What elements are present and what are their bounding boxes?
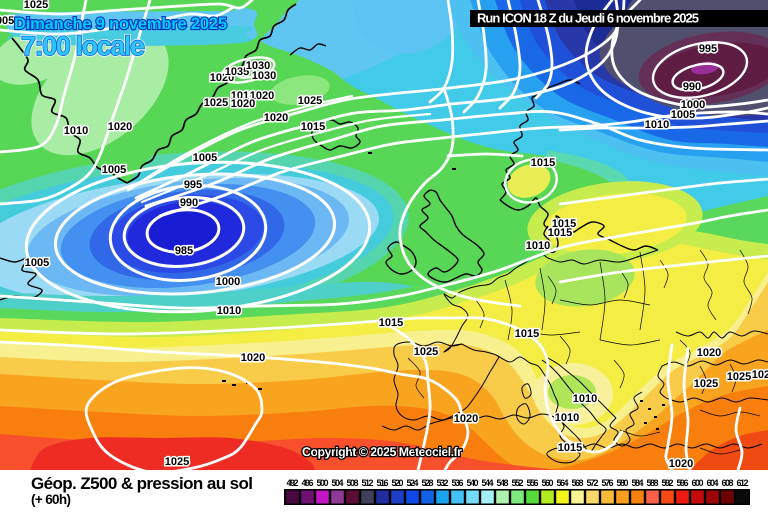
svg-text:1020: 1020 [454, 413, 478, 425]
svg-text:1025: 1025 [694, 378, 718, 390]
svg-text:600: 600 [692, 478, 704, 488]
svg-text:548: 548 [497, 478, 509, 488]
svg-text:540: 540 [467, 478, 479, 488]
svg-text:985: 985 [175, 245, 193, 257]
svg-text:1025: 1025 [298, 95, 322, 107]
svg-text:496: 496 [302, 478, 314, 488]
svg-text:1020: 1020 [250, 90, 274, 102]
svg-text:608: 608 [722, 478, 734, 488]
svg-text:1010: 1010 [217, 305, 241, 317]
svg-text:500: 500 [317, 478, 329, 488]
svg-text:990: 990 [180, 197, 198, 209]
svg-text:995: 995 [184, 179, 202, 191]
svg-text:Dimanche 9 novembre 2025: Dimanche 9 novembre 2025 [14, 15, 227, 33]
svg-text:Run ICON 18 Z du Jeudi 6 novem: Run ICON 18 Z du Jeudi 6 novembre 2025 [477, 11, 699, 26]
svg-text:1020: 1020 [241, 352, 265, 364]
svg-text:1025: 1025 [204, 97, 228, 109]
svg-text:1010: 1010 [526, 240, 550, 252]
svg-text:584: 584 [632, 478, 644, 488]
svg-text:532: 532 [437, 478, 449, 488]
svg-text:1000: 1000 [216, 276, 240, 288]
svg-text:1010: 1010 [555, 412, 579, 424]
svg-text:576: 576 [602, 478, 614, 488]
svg-text:1005: 1005 [102, 164, 126, 176]
svg-text:512: 512 [362, 478, 374, 488]
svg-text:1025: 1025 [727, 371, 751, 383]
svg-text:560: 560 [542, 478, 554, 488]
svg-text:1020: 1020 [669, 458, 693, 470]
svg-text:544: 544 [482, 478, 494, 488]
svg-text:1030: 1030 [252, 70, 276, 82]
svg-text:1025: 1025 [414, 346, 438, 358]
svg-text:596: 596 [677, 478, 689, 488]
svg-text:Géop. Z500 & pression au sol: Géop. Z500 & pression au sol [31, 474, 253, 493]
svg-text:1005: 1005 [193, 152, 217, 164]
svg-text:1020: 1020 [697, 347, 721, 359]
svg-text:592: 592 [662, 478, 674, 488]
svg-text:1015: 1015 [515, 328, 539, 340]
svg-text:564: 564 [557, 478, 569, 488]
svg-text:604: 604 [707, 478, 719, 488]
svg-text:7:00 locale: 7:00 locale [21, 31, 145, 61]
svg-text:504: 504 [332, 478, 344, 488]
svg-text:568: 568 [572, 478, 584, 488]
svg-text:1015: 1015 [379, 317, 403, 329]
svg-text:1020: 1020 [210, 72, 234, 84]
svg-text:1015: 1015 [548, 227, 572, 239]
svg-text:556: 556 [527, 478, 539, 488]
svg-text:520: 520 [392, 478, 404, 488]
svg-text:524: 524 [407, 478, 419, 488]
svg-text:552: 552 [512, 478, 524, 488]
svg-text:1010: 1010 [573, 393, 597, 405]
svg-text:1025: 1025 [752, 369, 768, 381]
svg-text:990: 990 [683, 81, 701, 93]
svg-text:1030: 1030 [246, 60, 270, 72]
svg-text:508: 508 [347, 478, 359, 488]
svg-text:612: 612 [737, 478, 749, 488]
svg-text:580: 580 [617, 478, 629, 488]
svg-text:1005: 1005 [0, 15, 14, 27]
svg-text:1020: 1020 [264, 112, 288, 124]
svg-text:1015: 1015 [552, 218, 576, 230]
svg-text:Copyright © 2025 Meteociel.fr: Copyright © 2025 Meteociel.fr [302, 445, 462, 459]
svg-text:1005: 1005 [671, 109, 695, 121]
svg-text:(+ 60h): (+ 60h) [31, 492, 71, 507]
svg-text:516: 516 [377, 478, 389, 488]
svg-text:1020: 1020 [231, 98, 255, 110]
svg-text:492: 492 [287, 478, 299, 488]
svg-text:536: 536 [452, 478, 464, 488]
svg-text:1000: 1000 [681, 99, 705, 111]
svg-text:528: 528 [422, 478, 434, 488]
svg-text:1010: 1010 [64, 125, 88, 137]
svg-text:1005: 1005 [25, 257, 49, 269]
svg-text:7:00 locale: 7:00 locale [21, 31, 145, 61]
svg-text:1015: 1015 [531, 157, 555, 169]
svg-text:1025: 1025 [165, 456, 189, 468]
svg-text:995: 995 [699, 43, 717, 55]
svg-text:572: 572 [587, 478, 599, 488]
svg-text:1020: 1020 [108, 121, 132, 133]
svg-text:1015: 1015 [558, 442, 582, 454]
svg-text:1010: 1010 [645, 119, 669, 131]
svg-text:588: 588 [647, 478, 659, 488]
svg-text:1010: 1010 [231, 90, 255, 102]
svg-text:1025: 1025 [24, 0, 48, 11]
svg-text:1035: 1035 [225, 66, 249, 78]
svg-text:1015: 1015 [301, 121, 325, 133]
